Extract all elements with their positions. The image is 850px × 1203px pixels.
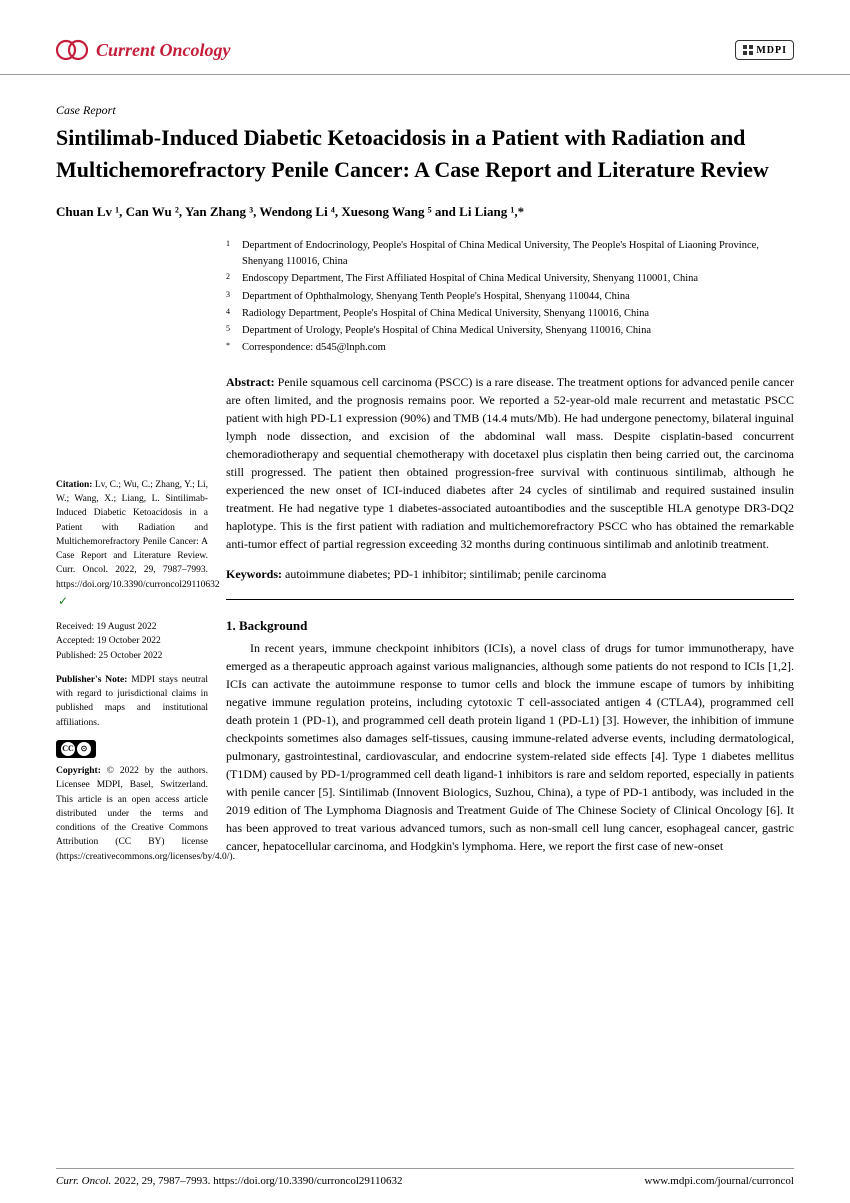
article-type: Case Report <box>56 103 794 118</box>
copyright-label: Copyright: <box>56 766 101 776</box>
affiliation-row: 3 Department of Ophthalmology, Shenyang T… <box>226 289 794 305</box>
copyright-block: Copyright: © 2022 by the authors. Licens… <box>56 764 208 864</box>
citation-label: Citation: <box>56 480 92 490</box>
footer-citation-rest: 2022, 29, 7987–7993. https://doi.org/10.… <box>111 1175 402 1187</box>
date-received: Received: 19 August 2022 <box>56 620 208 634</box>
affiliation-text: Correspondence: d545@lnph.com <box>242 340 794 356</box>
footer-journal-abbrev: Curr. Oncol. <box>56 1175 111 1187</box>
affiliation-text: Endoscopy Department, The First Affiliat… <box>242 271 794 287</box>
affiliation-number: 2 <box>226 271 234 287</box>
section-heading: 1. Background <box>226 616 794 636</box>
affiliation-text: Department of Ophthalmology, Shenyang Te… <box>242 289 794 305</box>
abstract-text: Penile squamous cell carcinoma (PSCC) is… <box>226 375 794 551</box>
dates-block: Received: 19 August 2022 Accepted: 19 Oc… <box>56 620 208 663</box>
citation-block: Citation: Lv, C.; Wu, C.; Zhang, Y.; Li,… <box>56 478 208 610</box>
affiliation-number: 5 <box>226 323 234 339</box>
publisher-name: MDPI <box>756 45 787 56</box>
publisher-logo: MDPI <box>735 40 794 60</box>
affiliation-row: 1Department of Endocrinology, People's H… <box>226 238 794 271</box>
pubnote-label: Publisher's Note: <box>56 675 127 685</box>
affiliation-row: 4 Radiology Department, People's Hospital… <box>226 306 794 322</box>
affiliation-row: * Correspondence: d545@lnph.com <box>226 340 794 356</box>
authors-line: Chuan Lv ¹, Can Wu ², Yan Zhang ³, Wendo… <box>56 204 794 220</box>
affiliation-number: 4 <box>226 306 234 322</box>
affiliation-text: Department of Endocrinology, People's Ho… <box>242 238 794 271</box>
mdpi-mark-icon <box>742 44 754 56</box>
article-content: Case Report Sintilimab-Induced Diabetic … <box>0 75 850 864</box>
journal-name: Current Oncology <box>96 40 231 61</box>
affiliation-row: 2 Endoscopy Department, The First Affilia… <box>226 271 794 287</box>
abstract-label: Abstract: <box>226 375 275 389</box>
affiliation-text: Department of Urology, People's Hospital… <box>242 323 794 339</box>
keywords-label: Keywords: <box>226 567 282 581</box>
keywords-text: autoimmune diabetes; PD-1 inhibitor; sin… <box>285 567 606 581</box>
date-published: Published: 25 October 2022 <box>56 649 208 663</box>
page-header: Current Oncology MDPI <box>0 0 850 75</box>
footer-right: www.mdpi.com/journal/curroncol <box>644 1175 794 1187</box>
abstract-block: Abstract: Penile squamous cell carcinoma… <box>226 373 794 553</box>
affiliation-number: * <box>226 340 234 356</box>
keywords-block: Keywords: autoimmune diabetes; PD-1 inhi… <box>226 565 794 583</box>
affiliation-text: Radiology Department, People's Hospital … <box>242 306 794 322</box>
sidebar-column: Citation: Lv, C.; Wu, C.; Zhang, Y.; Li,… <box>56 238 226 864</box>
section-body: In recent years, immune checkpoint inhib… <box>226 639 794 855</box>
article-title: Sintilimab-Induced Diabetic Ketoacidosis… <box>56 122 794 186</box>
citation-text: Lv, C.; Wu, C.; Zhang, Y.; Li, W.; Wang,… <box>56 480 220 590</box>
journal-logo-icon <box>56 36 88 64</box>
affiliation-number: 1 <box>226 238 234 271</box>
affiliation-number: 3 <box>226 289 234 305</box>
journal-brand: Current Oncology <box>56 36 231 64</box>
affiliations-list: 1Department of Endocrinology, People's H… <box>226 238 794 357</box>
footer-left: Curr. Oncol. 2022, 29, 7987–7993. https:… <box>56 1175 403 1187</box>
section-divider <box>226 599 794 600</box>
affiliation-row: 5 Department of Urology, People's Hospita… <box>226 323 794 339</box>
copyright-text: © 2022 by the authors. Licensee MDPI, Ba… <box>56 766 235 862</box>
two-column-layout: Citation: Lv, C.; Wu, C.; Zhang, Y.; Li,… <box>56 238 794 864</box>
publisher-note-block: Publisher's Note: MDPI stays neutral wit… <box>56 673 208 730</box>
date-accepted: Accepted: 19 October 2022 <box>56 634 208 648</box>
page-footer: Curr. Oncol. 2022, 29, 7987–7993. https:… <box>56 1168 794 1187</box>
main-column: 1Department of Endocrinology, People's H… <box>226 238 794 864</box>
check-updates-icon <box>56 598 68 608</box>
cc-license-icon: CC⊙ <box>56 740 96 758</box>
